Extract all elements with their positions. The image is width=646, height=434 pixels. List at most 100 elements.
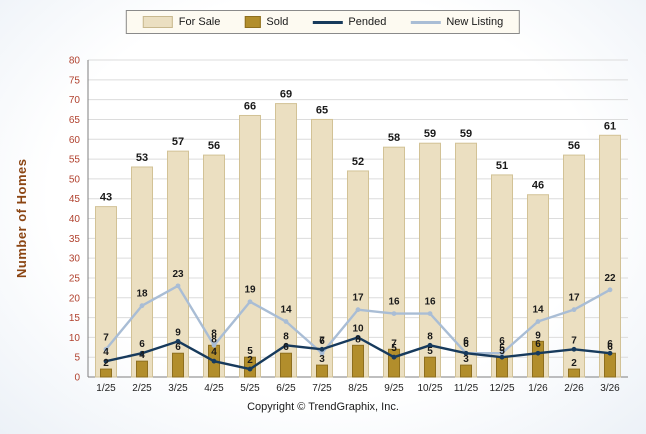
svg-text:4: 4 (211, 347, 217, 358)
svg-text:61: 61 (604, 120, 616, 132)
svg-text:6: 6 (535, 339, 541, 350)
svg-text:19: 19 (244, 285, 256, 296)
svg-text:17: 17 (352, 293, 364, 304)
svg-text:16: 16 (388, 297, 400, 308)
svg-text:12/25: 12/25 (489, 383, 514, 394)
svg-text:11/25: 11/25 (454, 383, 479, 394)
svg-text:3/25: 3/25 (168, 383, 188, 394)
sold-bar (136, 360, 148, 378)
legend-label: Pended (348, 16, 387, 28)
svg-text:14: 14 (532, 305, 544, 316)
svg-text:0: 0 (74, 373, 80, 384)
svg-text:7/25: 7/25 (312, 383, 332, 394)
svg-text:6: 6 (463, 339, 469, 350)
sold-bar (604, 352, 616, 378)
svg-text:65: 65 (69, 115, 81, 126)
svg-text:65: 65 (316, 104, 328, 116)
svg-text:25: 25 (69, 273, 81, 284)
svg-text:8: 8 (211, 328, 217, 339)
svg-text:1/26: 1/26 (528, 383, 548, 394)
svg-text:53: 53 (136, 152, 148, 164)
svg-text:66: 66 (244, 100, 256, 112)
legend-item-pended: Pended (312, 16, 386, 28)
for-sale-bar (239, 114, 261, 378)
pended-line (103, 334, 613, 372)
copyright-text: Copyright © TrendGraphix, Inc. (247, 401, 399, 413)
svg-text:5: 5 (391, 343, 397, 354)
svg-text:58: 58 (388, 132, 400, 144)
svg-text:5: 5 (499, 346, 505, 357)
x-axis-tick-labels: 1/25 2/25 3/25 4/25 5/25 6/25 7/25 8/25 9/25 10/2… (96, 383, 620, 394)
svg-text:10: 10 (69, 333, 81, 344)
svg-text:4/25: 4/25 (204, 383, 224, 394)
svg-text:10/25: 10/25 (417, 383, 442, 394)
sold-bar (532, 340, 544, 378)
svg-text:8: 8 (283, 331, 289, 342)
svg-text:8: 8 (427, 331, 433, 342)
chart-legend: For Sale Sold Pended New Listing (125, 10, 521, 34)
svg-text:35: 35 (69, 234, 81, 245)
svg-text:45: 45 (69, 194, 81, 205)
svg-text:20: 20 (69, 293, 81, 304)
svg-text:6: 6 (607, 342, 613, 353)
svg-text:80: 80 (69, 56, 81, 67)
line-swatch (410, 20, 441, 24)
legend-item-for-sale: For Sale (142, 16, 220, 28)
svg-text:8: 8 (355, 334, 361, 345)
svg-text:7: 7 (571, 335, 577, 346)
svg-text:57: 57 (172, 136, 184, 148)
sold-bar (316, 364, 328, 378)
svg-text:3/26: 3/26 (600, 383, 620, 394)
sold-bar (388, 348, 400, 378)
svg-text:52: 52 (352, 156, 364, 168)
svg-text:6: 6 (175, 342, 181, 353)
svg-text:43: 43 (100, 192, 112, 204)
svg-text:5: 5 (247, 346, 253, 357)
svg-text:2: 2 (247, 355, 253, 366)
svg-text:6: 6 (139, 339, 145, 350)
sold-bar (460, 364, 472, 378)
line-swatch (312, 20, 343, 24)
svg-text:23: 23 (172, 269, 184, 280)
svg-text:6: 6 (607, 339, 613, 350)
sold-bar (172, 352, 184, 378)
svg-text:50: 50 (69, 174, 81, 185)
svg-text:9: 9 (175, 327, 181, 338)
svg-text:8: 8 (211, 334, 217, 345)
sold-bar (100, 368, 112, 378)
svg-text:6: 6 (319, 336, 325, 347)
svg-text:51: 51 (496, 160, 508, 172)
svg-text:6: 6 (499, 336, 505, 347)
svg-text:16: 16 (424, 297, 436, 308)
sold-bar (280, 352, 292, 378)
svg-text:6: 6 (463, 336, 469, 347)
svg-text:6: 6 (283, 342, 289, 353)
svg-text:59: 59 (424, 128, 436, 140)
sold-bar (496, 356, 508, 378)
svg-text:1/25: 1/25 (96, 383, 116, 394)
svg-text:69: 69 (280, 89, 292, 101)
y-axis-tick-labels: 0 5 10 15 20 25 30 35 40 45 50 55 60 65 70 75 80 (69, 56, 81, 384)
svg-text:40: 40 (69, 214, 81, 225)
svg-text:15: 15 (69, 313, 81, 324)
svg-text:10: 10 (352, 323, 364, 334)
legend-label: New Listing (446, 16, 504, 28)
sold-bar (424, 356, 436, 378)
svg-text:18: 18 (136, 289, 148, 300)
svg-text:7: 7 (391, 338, 397, 349)
svg-text:59: 59 (460, 128, 472, 140)
svg-text:7: 7 (103, 332, 109, 343)
sold-bar (352, 344, 364, 378)
svg-text:56: 56 (208, 140, 220, 152)
svg-text:46: 46 (532, 180, 544, 192)
svg-text:56: 56 (568, 140, 580, 152)
svg-text:5: 5 (427, 346, 433, 357)
svg-text:3: 3 (319, 354, 325, 365)
svg-text:9: 9 (535, 330, 541, 341)
svg-text:60: 60 (69, 135, 81, 146)
sold-bar (568, 368, 580, 378)
legend-label: Sold (266, 16, 289, 28)
